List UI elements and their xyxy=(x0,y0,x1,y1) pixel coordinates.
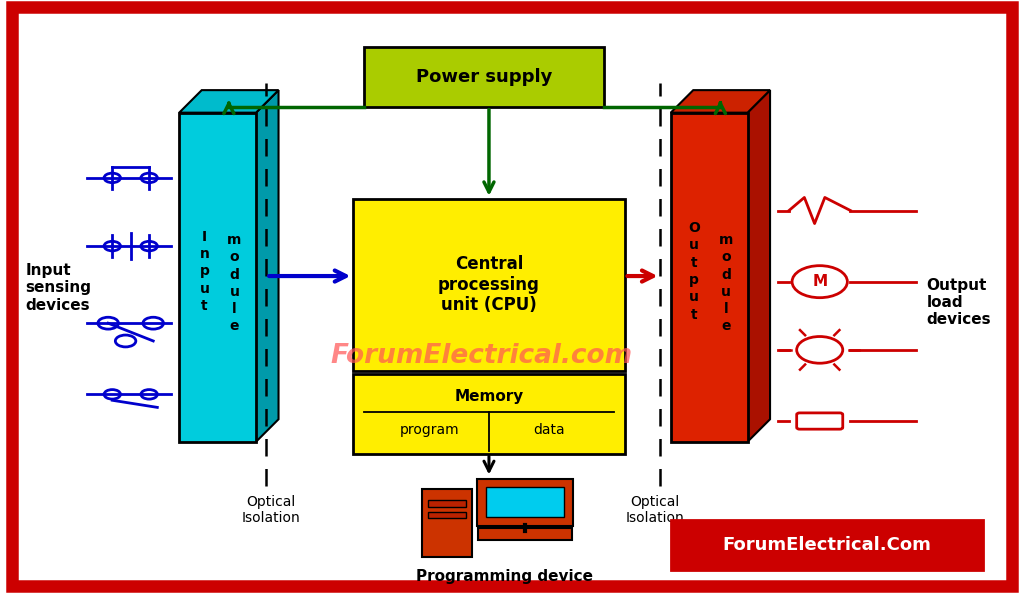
Text: m
o
d
u
l
e: m o d u l e xyxy=(719,233,733,333)
Text: Programming device: Programming device xyxy=(416,569,593,584)
Text: Memory: Memory xyxy=(455,388,523,404)
FancyBboxPatch shape xyxy=(671,113,748,442)
Text: Optical
Isolation: Optical Isolation xyxy=(242,495,301,525)
Text: ForumElectrical.com: ForumElectrical.com xyxy=(330,343,633,369)
Text: program: program xyxy=(399,423,459,437)
FancyBboxPatch shape xyxy=(422,489,471,557)
Polygon shape xyxy=(671,90,770,113)
Text: Central
processing
unit (CPU): Central processing unit (CPU) xyxy=(438,255,540,314)
FancyBboxPatch shape xyxy=(485,487,563,517)
Text: ForumElectrical.Com: ForumElectrical.Com xyxy=(723,536,931,554)
Text: data: data xyxy=(532,423,564,437)
FancyBboxPatch shape xyxy=(797,413,843,429)
Text: O
u
t
p
u
t: O u t p u t xyxy=(688,221,699,321)
FancyBboxPatch shape xyxy=(476,479,573,526)
Polygon shape xyxy=(748,90,770,442)
Text: Input
sensing
devices: Input sensing devices xyxy=(26,263,91,313)
Polygon shape xyxy=(179,90,279,113)
FancyBboxPatch shape xyxy=(179,113,256,442)
Text: M: M xyxy=(812,274,827,289)
FancyBboxPatch shape xyxy=(428,500,466,507)
Text: Optical
Isolation: Optical Isolation xyxy=(626,495,685,525)
Text: m
o
d
u
l
e: m o d u l e xyxy=(227,233,242,333)
FancyBboxPatch shape xyxy=(353,374,625,454)
FancyBboxPatch shape xyxy=(671,520,983,570)
Text: Output
load
devices: Output load devices xyxy=(927,278,991,327)
FancyBboxPatch shape xyxy=(477,528,571,540)
FancyBboxPatch shape xyxy=(353,199,625,371)
Text: I
n
p
u
t: I n p u t xyxy=(200,229,210,313)
FancyBboxPatch shape xyxy=(12,7,1012,586)
FancyBboxPatch shape xyxy=(428,512,466,518)
FancyBboxPatch shape xyxy=(364,47,604,107)
Text: Power supply: Power supply xyxy=(416,68,552,86)
Polygon shape xyxy=(256,90,279,442)
